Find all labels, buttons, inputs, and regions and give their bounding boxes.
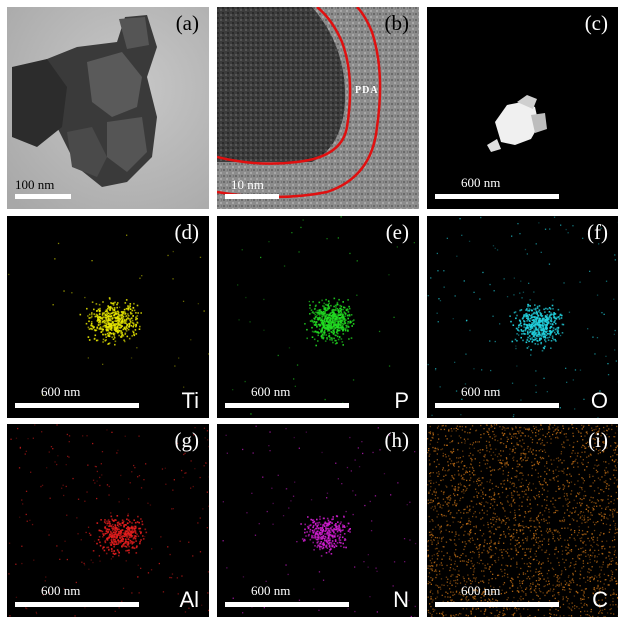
panel-label-g: (g) [174, 428, 200, 452]
ti-element-map [7, 216, 209, 418]
scale-text-f: 600 nm [461, 384, 501, 399]
panel-f-o-map: (f) 600 nm O [427, 216, 618, 418]
scale-text-g: 600 nm [41, 583, 81, 598]
scale-bar-f [435, 403, 559, 408]
scale-text-a: 100 nm [15, 177, 55, 192]
stem-particle-image [427, 7, 618, 209]
panel-label-f: (f) [587, 220, 608, 244]
scale-text-h: 600 nm [251, 583, 291, 598]
element-label-n: N [393, 587, 409, 612]
element-label-al: Al [179, 587, 199, 612]
panel-label-h: (h) [384, 428, 410, 452]
scale-bar-c [435, 194, 559, 199]
c-element-map [427, 424, 618, 617]
scale-bar-i [435, 602, 559, 607]
hrtem-lattice-image [217, 7, 419, 209]
panel-b-hrtem-image: PDA (b) 10 nm [217, 7, 419, 209]
panel-a-tem-image: (a) 100 nm [7, 7, 209, 209]
panel-label-d: (d) [174, 220, 200, 244]
scale-bar-b [225, 194, 279, 199]
tem-particle-image [7, 7, 209, 209]
scale-text-b: 10 nm [231, 177, 264, 192]
n-element-map [217, 424, 419, 617]
o-element-map [427, 216, 618, 418]
panel-label-i: (i) [588, 428, 608, 452]
panel-d-ti-map: (d) 600 nm Ti [7, 216, 209, 418]
al-element-map [7, 424, 209, 617]
pda-annotation: PDA [355, 85, 379, 96]
scale-text-c: 600 nm [461, 175, 501, 190]
scale-bar-g [15, 602, 139, 607]
panel-h-n-map: (h) 600 nm N [217, 424, 419, 617]
scale-bar-a [15, 194, 71, 199]
element-label-o: O [590, 388, 608, 413]
element-label-c: C [592, 587, 608, 612]
scale-text-d: 600 nm [41, 384, 81, 399]
scale-bar-h [225, 602, 349, 607]
element-label-ti: Ti [181, 388, 199, 413]
panel-e-p-map: (e) 600 nm P [217, 216, 419, 418]
panel-c-stem-image: (c) 600 nm [427, 7, 618, 209]
panel-label-a: (a) [175, 11, 199, 35]
p-element-map [217, 216, 419, 418]
element-label-p: P [394, 388, 409, 413]
panel-label-b: (b) [384, 11, 410, 35]
scale-bar-e [225, 403, 349, 408]
panel-label-e: (e) [385, 220, 409, 244]
scale-bar-d [15, 403, 139, 408]
panel-label-c: (c) [584, 11, 608, 35]
scale-text-i: 600 nm [461, 583, 501, 598]
scale-text-e: 600 nm [251, 384, 291, 399]
panel-g-al-map: (g) 600 nm Al [7, 424, 209, 617]
panel-i-c-map: (i) 600 nm C [427, 424, 618, 617]
